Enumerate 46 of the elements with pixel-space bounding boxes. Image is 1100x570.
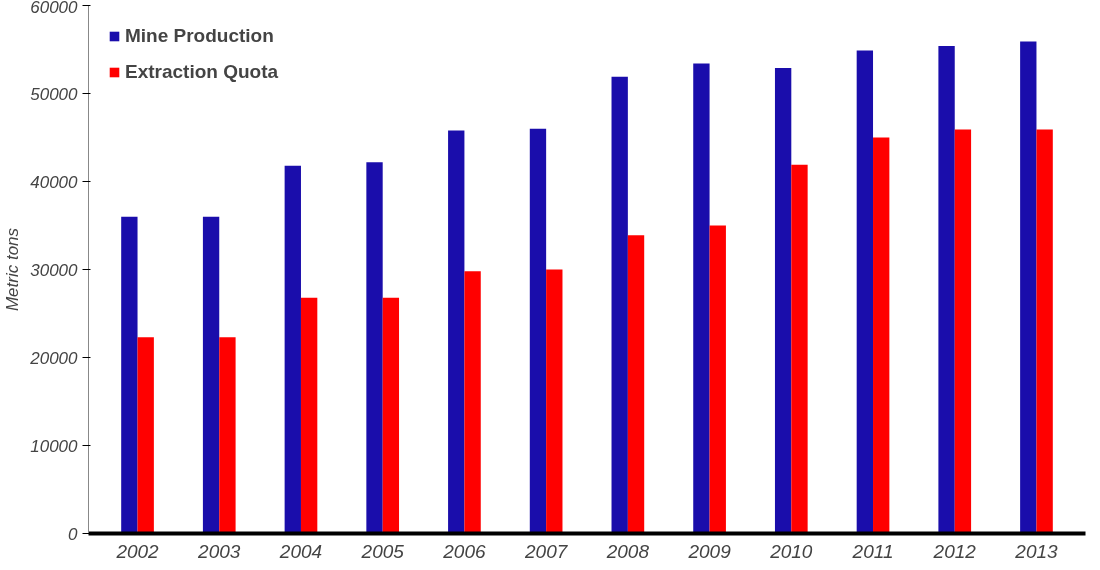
bar [627,235,645,534]
x-tick-label: 2013 [1014,540,1059,562]
bar [284,165,301,534]
y-tick-label: 50000 [30,84,79,104]
bar [856,50,874,534]
x-tick-label: 2003 [197,540,241,562]
y-tick-label: 20000 [29,348,79,368]
x-tick-label: 2012 [932,540,977,562]
x-tick-label: 2011 [851,540,894,562]
legend-label: Extraction Quota [125,61,279,83]
bar [137,337,154,534]
x-tick-label: 2009 [687,540,732,562]
bar [1020,41,1037,534]
bar [300,297,318,534]
y-tick-label: 10000 [30,436,79,456]
y-axis-title: Metric tons [3,227,23,312]
x-tick-label: 2004 [278,540,323,562]
x-tick-label: 2008 [605,540,650,562]
bar [382,297,400,534]
bar [709,225,726,534]
bar [448,130,465,534]
bar [1036,129,1053,534]
legend-label: Mine Production [125,25,274,47]
y-tick-label: 30000 [30,260,79,280]
y-tick-label: 0 [68,524,79,544]
x-tick-label: 2007 [524,540,569,562]
bar [546,269,563,534]
bar [219,337,236,534]
bar [873,137,890,534]
bar [529,128,547,534]
bar [954,129,972,534]
x-tick-label: 2006 [442,540,486,562]
x-tick-label: 2010 [769,540,813,562]
bar [202,216,220,534]
bar [366,162,383,534]
x-tick-label: 2005 [360,540,405,562]
y-tick-label: 40000 [30,172,79,192]
bar [774,67,792,534]
y-tick-label: 60000 [30,0,79,17]
bar [791,164,808,534]
bar [938,45,955,534]
bar [121,216,138,534]
bar [693,63,710,534]
x-tick-label: 2002 [115,540,160,562]
bar [611,76,628,534]
bar [464,271,481,534]
